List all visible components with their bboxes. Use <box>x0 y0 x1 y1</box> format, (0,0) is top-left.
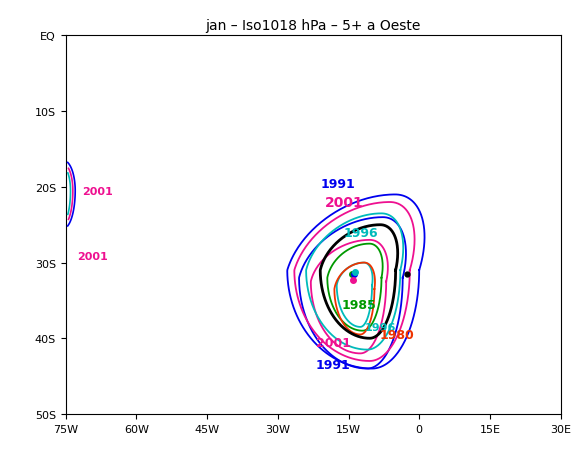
Text: 1996: 1996 <box>344 226 379 239</box>
Text: 2001: 2001 <box>78 251 108 261</box>
Text: 1991: 1991 <box>320 177 355 190</box>
Text: 2001: 2001 <box>316 336 351 349</box>
Title: jan – Iso1018 hPa – 5+ a Oeste: jan – Iso1018 hPa – 5+ a Oeste <box>205 19 421 32</box>
Text: 2001: 2001 <box>325 196 364 210</box>
Text: 1991: 1991 <box>316 359 350 371</box>
Text: 1985: 1985 <box>341 298 376 311</box>
Text: 1996: 1996 <box>365 322 396 332</box>
Text: 1980: 1980 <box>379 328 414 341</box>
Text: 2001: 2001 <box>82 187 113 197</box>
